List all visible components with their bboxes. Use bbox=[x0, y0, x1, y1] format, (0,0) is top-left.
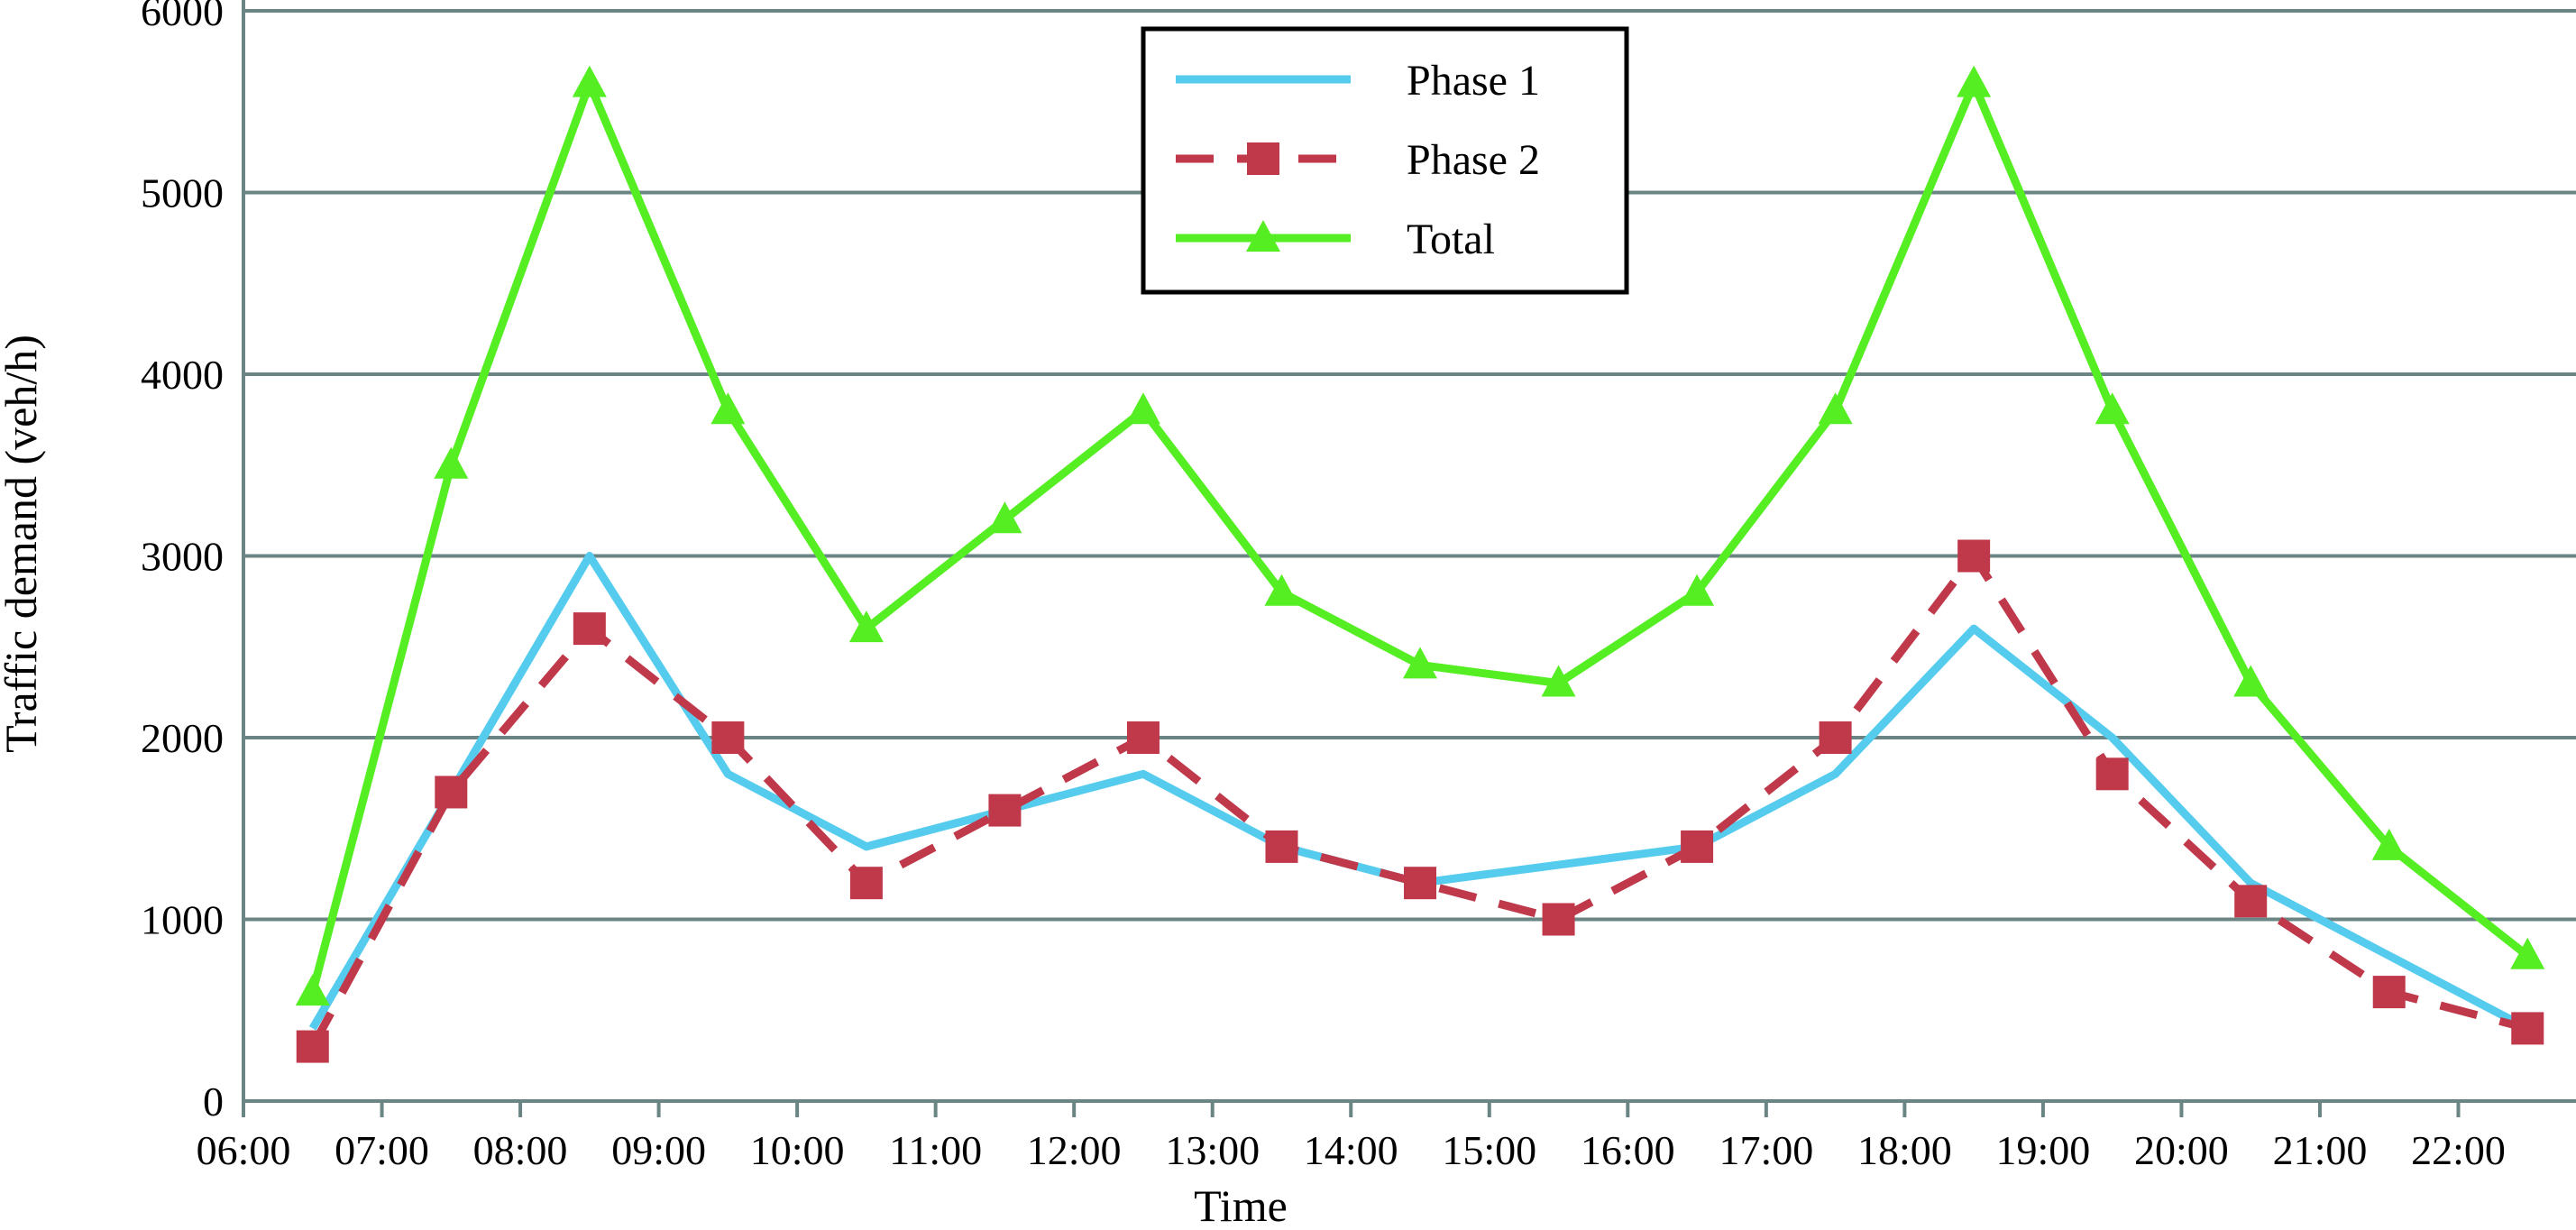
data-point-2-0 bbox=[295, 974, 330, 1006]
data-point-2-12 bbox=[1957, 65, 1992, 97]
data-point-2-13 bbox=[2095, 392, 2130, 425]
data-point-1-14 bbox=[2234, 885, 2268, 918]
data-point-1-3 bbox=[711, 721, 745, 754]
data-point-2-14 bbox=[2233, 665, 2269, 697]
data-point-2-7 bbox=[1264, 574, 1299, 606]
data-point-2-16 bbox=[2510, 937, 2545, 969]
legend-marker-2 bbox=[1246, 220, 1280, 252]
x-tick-label-3: 09:00 bbox=[611, 1127, 706, 1173]
data-point-1-0 bbox=[296, 1030, 329, 1063]
data-point-1-15 bbox=[2372, 976, 2406, 1009]
y-tick-label-4000: 4000 bbox=[141, 352, 224, 398]
legend-label-1: Phase 2 bbox=[1407, 136, 1540, 184]
data-point-2-6 bbox=[1125, 392, 1160, 425]
data-point-2-15 bbox=[2371, 828, 2406, 860]
data-point-1-4 bbox=[849, 867, 883, 900]
data-point-1-5 bbox=[988, 794, 1022, 827]
x-tick-label-4: 10:00 bbox=[750, 1127, 845, 1173]
legend-label-2: Total bbox=[1407, 216, 1495, 263]
data-point-1-11 bbox=[1819, 721, 1852, 754]
y-tick-label-1000: 1000 bbox=[141, 897, 224, 943]
data-point-1-16 bbox=[2511, 1012, 2544, 1045]
y-tick-label-2000: 2000 bbox=[141, 715, 224, 761]
data-point-1-7 bbox=[1265, 830, 1298, 863]
legend-marker-1 bbox=[1247, 142, 1279, 175]
x-tick-label-1: 07:00 bbox=[335, 1127, 429, 1173]
y-tick-label-5000: 5000 bbox=[141, 170, 224, 216]
x-tick-label-8: 14:00 bbox=[1304, 1127, 1398, 1173]
y-tick-label-6000: 6000 bbox=[141, 0, 224, 34]
data-point-2-3 bbox=[710, 392, 746, 425]
data-point-1-1 bbox=[435, 776, 468, 809]
x-tick-label-5: 11:00 bbox=[889, 1127, 982, 1173]
y-axis-label: Traffic demand (veh/h) bbox=[0, 335, 46, 753]
legend: Phase 1 Phase 2 Total bbox=[1141, 26, 1629, 295]
x-axis-label: Time bbox=[1194, 1180, 1288, 1230]
data-point-2-2 bbox=[572, 65, 607, 97]
legend-label-0: Phase 1 bbox=[1407, 57, 1540, 105]
data-point-2-10 bbox=[1680, 574, 1715, 606]
x-tick-label-15: 21:00 bbox=[2273, 1127, 2368, 1173]
data-point-2-5 bbox=[987, 501, 1022, 534]
tick-labels: 0 1000 2000 3000 4000 5000 6000 06:00 07:00 08:00… bbox=[141, 0, 2506, 1173]
data-point-1-12 bbox=[1957, 539, 1991, 573]
series-line-phase-2 bbox=[308, 552, 2529, 1049]
x-tick-label-7: 13:00 bbox=[1165, 1127, 1260, 1173]
x-tick-label-0: 06:00 bbox=[197, 1127, 291, 1173]
legend-box bbox=[1141, 26, 1629, 295]
x-tick-label-11: 17:00 bbox=[1719, 1127, 1813, 1173]
data-point-1-8 bbox=[1404, 867, 1437, 900]
series-group bbox=[295, 65, 2545, 1063]
data-point-1-13 bbox=[2095, 757, 2129, 791]
y-tick-label-3000: 3000 bbox=[141, 534, 224, 580]
x-tick-label-9: 15:00 bbox=[1442, 1127, 1536, 1173]
data-point-2-1 bbox=[434, 446, 469, 479]
axes bbox=[242, 0, 2576, 1117]
x-tick-label-12: 18:00 bbox=[1857, 1127, 1952, 1173]
y-tick-label-0: 0 bbox=[203, 1079, 224, 1124]
x-tick-label-14: 20:00 bbox=[2134, 1127, 2229, 1173]
x-tick-label-13: 19:00 bbox=[1996, 1127, 2091, 1173]
data-point-1-2 bbox=[573, 612, 606, 646]
series-line-phase-1 bbox=[308, 552, 2530, 1033]
data-point-1-9 bbox=[1542, 903, 1575, 936]
x-tick-label-2: 08:00 bbox=[473, 1127, 568, 1173]
data-point-2-11 bbox=[1818, 392, 1853, 425]
x-tick-label-10: 16:00 bbox=[1581, 1127, 1675, 1173]
x-tick-label-16: 22:00 bbox=[2411, 1127, 2506, 1173]
data-point-1-10 bbox=[1681, 830, 1714, 863]
data-point-2-4 bbox=[848, 610, 884, 643]
data-point-1-6 bbox=[1126, 721, 1160, 754]
x-tick-label-6: 12:00 bbox=[1027, 1127, 1122, 1173]
data-point-2-9 bbox=[1541, 665, 1576, 697]
data-point-2-8 bbox=[1403, 647, 1438, 679]
